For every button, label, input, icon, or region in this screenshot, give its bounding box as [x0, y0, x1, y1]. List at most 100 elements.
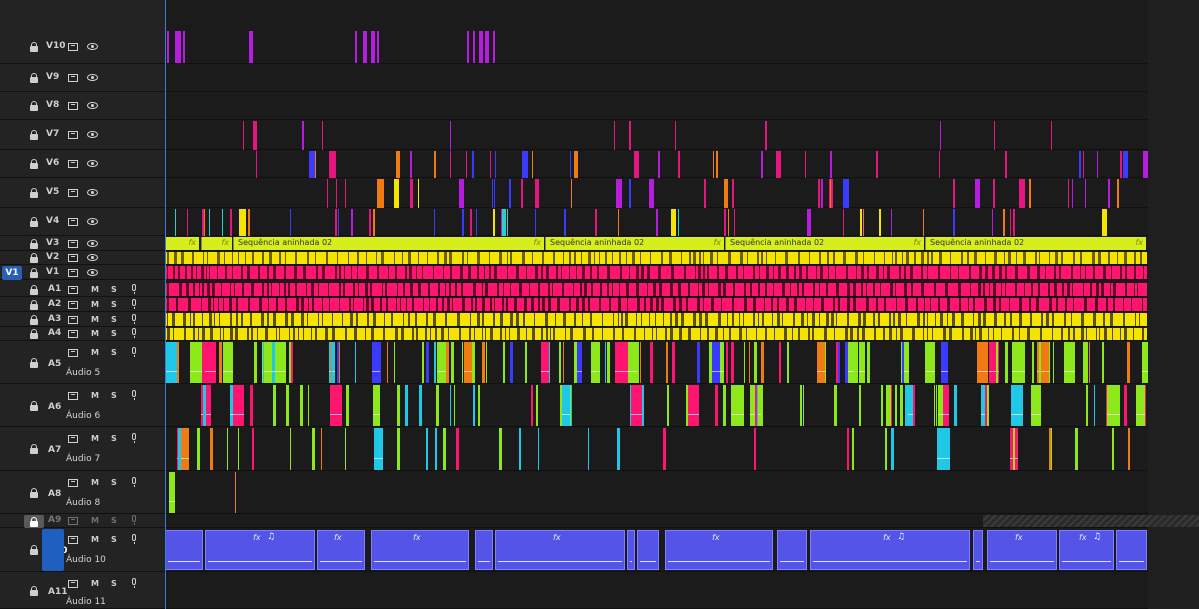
- clip-edge[interactable]: [184, 328, 186, 340]
- clip-edge[interactable]: [1125, 283, 1127, 296]
- clip-v6[interactable]: [1079, 151, 1081, 178]
- clip-edge[interactable]: [366, 252, 367, 264]
- track-name[interactable]: A11: [48, 587, 68, 597]
- clip-v5[interactable]: [1019, 179, 1024, 208]
- clip-edge[interactable]: [509, 328, 510, 340]
- clip-edge[interactable]: [609, 298, 611, 311]
- clip-edge[interactable]: [661, 252, 663, 264]
- clip-edge[interactable]: [238, 252, 239, 264]
- clip-edge[interactable]: [772, 313, 773, 326]
- clip-a6[interactable]: [731, 385, 744, 426]
- clip-a5[interactable]: [779, 342, 781, 383]
- sync-lock-icon[interactable]: [68, 536, 78, 544]
- solo-button[interactable]: S: [111, 285, 117, 294]
- clip-edge[interactable]: [580, 283, 582, 296]
- clip-edge[interactable]: [357, 266, 358, 279]
- clip-a6[interactable]: [801, 385, 802, 426]
- clip-edge[interactable]: [351, 266, 352, 279]
- mute-button[interactable]: M: [91, 434, 99, 443]
- clip-v4[interactable]: [230, 209, 232, 236]
- clip-edge[interactable]: [592, 328, 594, 340]
- clip-edge[interactable]: [235, 328, 238, 340]
- clip-a7[interactable]: [885, 428, 887, 470]
- clip-edge[interactable]: [866, 298, 869, 311]
- clip-edge[interactable]: [505, 328, 506, 340]
- clip-edge[interactable]: [366, 298, 369, 311]
- clip-edge[interactable]: [665, 328, 667, 340]
- mute-button[interactable]: M: [91, 579, 99, 588]
- clip-v4[interactable]: [724, 209, 726, 236]
- clip-a6[interactable]: [1086, 385, 1088, 426]
- clip-v4[interactable]: [203, 209, 205, 236]
- clip-v4[interactable]: [595, 209, 597, 236]
- clip-edge[interactable]: [693, 313, 696, 326]
- clip-a6[interactable]: [571, 385, 572, 426]
- clip-edge[interactable]: [958, 283, 961, 296]
- clip-edge[interactable]: [607, 266, 610, 279]
- clip-edge[interactable]: [622, 328, 624, 340]
- clip-edge[interactable]: [442, 298, 444, 311]
- solo-button[interactable]: S: [111, 516, 117, 525]
- clip-edge[interactable]: [576, 298, 579, 311]
- sync-lock-icon[interactable]: [68, 479, 78, 487]
- clip-edge[interactable]: [744, 298, 747, 311]
- clip-edge[interactable]: [733, 283, 735, 296]
- clip-a5[interactable]: [615, 342, 628, 383]
- clip-a5[interactable]: [177, 342, 179, 383]
- clip-v10[interactable]: [493, 31, 495, 63]
- clip-edge[interactable]: [895, 252, 897, 264]
- clip-edge[interactable]: [433, 313, 436, 326]
- clip-edge[interactable]: [234, 283, 235, 296]
- clip-edge[interactable]: [673, 298, 676, 311]
- clip-edge[interactable]: [258, 266, 260, 279]
- clip-v10[interactable]: [485, 31, 487, 63]
- clip-a6[interactable]: [987, 385, 989, 426]
- clip-edge[interactable]: [862, 328, 865, 340]
- clip-edge[interactable]: [826, 283, 828, 296]
- clip-v10[interactable]: [177, 31, 179, 63]
- clip-edge[interactable]: [217, 266, 218, 279]
- clip-a10[interactable]: fx ♫: [1059, 530, 1114, 570]
- clip-edge[interactable]: [1124, 252, 1127, 264]
- eye-icon[interactable]: [87, 218, 98, 225]
- clip-edge[interactable]: [636, 313, 637, 326]
- clip-edge[interactable]: [173, 266, 175, 279]
- clip-a7[interactable]: [456, 428, 459, 470]
- clip-edge[interactable]: [824, 328, 827, 340]
- clip-edge[interactable]: [1004, 252, 1005, 264]
- clip-v6[interactable]: [678, 151, 680, 178]
- clip-edge[interactable]: [427, 252, 428, 264]
- clip-edge[interactable]: [199, 283, 200, 296]
- clip-edge[interactable]: [345, 328, 347, 340]
- clip-a5[interactable]: [190, 342, 203, 383]
- clip-edge[interactable]: [855, 252, 858, 264]
- clip-a6[interactable]: [900, 385, 903, 426]
- clip-a7[interactable]: [426, 428, 428, 470]
- clip-edge[interactable]: [799, 266, 802, 279]
- clip-edge[interactable]: [979, 328, 982, 340]
- clip-edge[interactable]: [904, 266, 906, 279]
- clip-edge[interactable]: [1005, 266, 1007, 279]
- mute-button[interactable]: M: [91, 348, 99, 357]
- clip-edge[interactable]: [766, 252, 767, 264]
- clip-v5[interactable]: [571, 179, 572, 208]
- clip-a5[interactable]: [591, 342, 600, 383]
- clip-edge[interactable]: [1038, 283, 1040, 296]
- clip-v5[interactable]: [829, 179, 830, 208]
- clip-v4[interactable]: [843, 209, 844, 236]
- clip-a5[interactable]: [941, 342, 948, 383]
- clip-edge[interactable]: [251, 328, 253, 340]
- clip-edge[interactable]: [307, 252, 309, 264]
- clip-edge[interactable]: [396, 298, 397, 311]
- clip-edge[interactable]: [924, 298, 925, 311]
- clip-edge[interactable]: [833, 298, 835, 311]
- sync-lock-icon[interactable]: [68, 74, 78, 82]
- clip-edge[interactable]: [1054, 283, 1057, 296]
- clip-edge[interactable]: [229, 298, 232, 311]
- clip-edge[interactable]: [384, 313, 385, 326]
- clip-edge[interactable]: [602, 328, 603, 340]
- clip-edge[interactable]: [469, 328, 471, 340]
- clip-a5[interactable]: [486, 342, 487, 383]
- clip-edge[interactable]: [758, 283, 760, 296]
- lock-icon[interactable]: [29, 253, 39, 263]
